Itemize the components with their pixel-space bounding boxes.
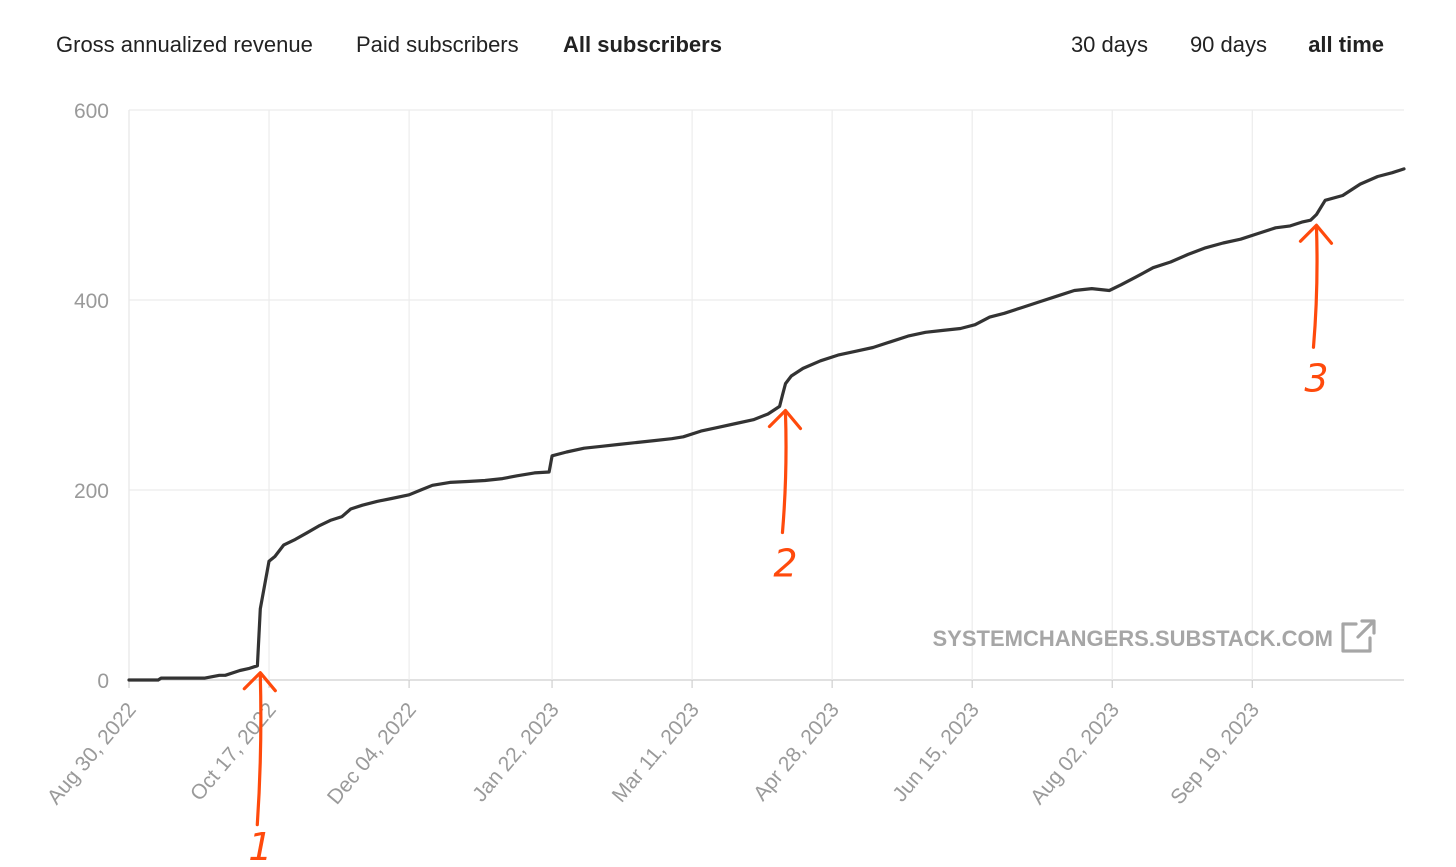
annotation-arrow-shaft	[1311, 225, 1319, 349]
annotation-arrow-head	[242, 671, 277, 693]
annotation-label: 2	[773, 542, 797, 586]
y-tick-label: 400	[74, 290, 109, 313]
tab-all-subscribers[interactable]: All subscribers	[563, 32, 722, 57]
annotation-arrow-head	[1298, 223, 1334, 245]
annotation-arrow-head	[767, 408, 803, 431]
annotations: 1 2 3	[242, 223, 1334, 867]
x-tick-label: Sep 19, 2023	[1166, 698, 1264, 809]
x-tick-label: Jun 15, 2023	[888, 698, 984, 806]
x-tick-label: Jan 22, 2023	[468, 698, 564, 806]
grid	[128, 109, 1404, 688]
y-tick-label: 0	[97, 670, 109, 693]
tab-all-time[interactable]: all time	[1308, 32, 1384, 57]
x-tick-label: Oct 17, 2022	[186, 698, 281, 805]
external-link-icon[interactable]	[1341, 619, 1376, 653]
tab-30-days[interactable]: 30 days	[1070, 32, 1148, 57]
tab-90-days[interactable]: 90 days	[1189, 32, 1267, 57]
x-tick-label: Aug 30, 2022	[43, 698, 141, 809]
annotation-label: 3	[1304, 356, 1328, 400]
x-tick-label: Mar 11, 2023	[608, 698, 704, 806]
annotation-3: 3	[1298, 223, 1334, 400]
x-axis: Aug 30, 2022 Oct 17, 2022 Dec 04, 2022 Jan …	[43, 698, 1264, 809]
watermark[interactable]: SYSTEMCHANGERS.SUBSTACK.COM	[932, 619, 1376, 653]
annotation-arrow-shaft	[780, 410, 788, 535]
metric-tabs: Gross annualized revenue Paid subscriber…	[56, 28, 1384, 64]
watermark-text[interactable]: SYSTEMCHANGERS.SUBSTACK.COM	[932, 626, 1333, 651]
series-line	[127, 167, 1406, 682]
y-tick-label: 200	[74, 480, 109, 503]
x-tick-label: Dec 04, 2022	[323, 698, 421, 808]
x-tick-label: Apr 28, 2023	[749, 698, 844, 805]
annotation-arrow-shaft	[255, 673, 263, 827]
tab-paid-subscribers[interactable]: Paid subscribers	[356, 32, 519, 57]
annotation-1: 1	[242, 671, 277, 867]
annotation-label: 1	[248, 825, 272, 867]
annotation-2: 2	[767, 408, 803, 586]
y-axis: 0 200 400 600	[74, 100, 109, 693]
x-tick-label: Aug 02, 2023	[1026, 698, 1124, 809]
tab-gross-annualized-revenue[interactable]: Gross annualized revenue	[56, 32, 313, 57]
y-tick-label: 600	[74, 100, 109, 123]
